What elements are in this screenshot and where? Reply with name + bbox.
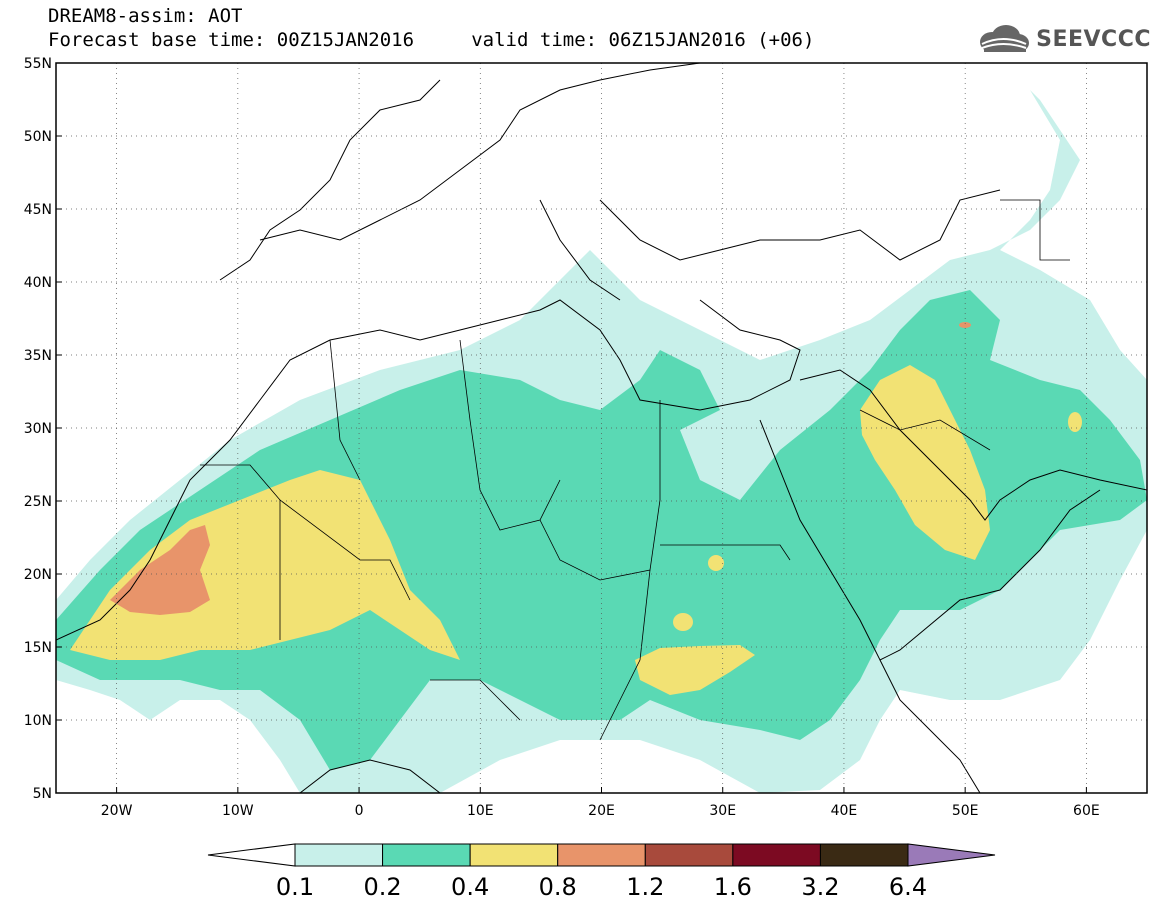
colorbar-swatch bbox=[644, 843, 734, 867]
graticule bbox=[56, 63, 1147, 793]
colorbar-labels: 0.1 0.2 0.4 0.8 1.2 1.6 3.2 6.4 bbox=[0, 873, 1165, 901]
colorbar-label: 1.2 bbox=[626, 873, 665, 901]
colorbar-swatch bbox=[382, 843, 471, 867]
lon-tick-label: 20E bbox=[588, 803, 615, 819]
aot-band-0.4-spot3 bbox=[1068, 412, 1082, 432]
lat-tick-label: 20N bbox=[24, 567, 52, 583]
lon-tick-label: 40E bbox=[831, 803, 858, 819]
aot-band-0.4-arabia bbox=[860, 365, 990, 560]
colorbar-swatch bbox=[294, 843, 384, 867]
colorbar-swatch bbox=[819, 843, 909, 867]
colorbar-swatch bbox=[469, 843, 559, 867]
lon-tick-label: 50E bbox=[952, 803, 979, 819]
lat-tick-label: 30N bbox=[24, 421, 52, 437]
lon-tick-label: 20W bbox=[101, 803, 133, 819]
lon-tick-label: 30E bbox=[709, 803, 736, 819]
aot-fields bbox=[56, 90, 1147, 793]
lat-tick-label: 50N bbox=[24, 129, 52, 145]
lat-tick-label: 35N bbox=[24, 348, 52, 364]
aot-band-0.4-sudan bbox=[635, 645, 755, 695]
lon-tick-labels: 20W 10W 0 10E 20E 30E 40E 50E 60E bbox=[101, 787, 1100, 819]
lon-tick-label: 10W bbox=[222, 803, 254, 819]
borders bbox=[200, 199, 1070, 741]
lat-tick-label: 15N bbox=[24, 640, 52, 656]
colorbar-label: 6.4 bbox=[888, 873, 928, 901]
aot-band-0.4-spot2 bbox=[708, 555, 724, 571]
colorbar-label: 0.2 bbox=[363, 873, 402, 901]
colorbar-label: 0.1 bbox=[275, 873, 315, 901]
coastlines bbox=[56, 63, 1147, 793]
colorbar bbox=[207, 843, 996, 867]
colorbar-over-triangle bbox=[907, 843, 996, 867]
logo: SEEVCCC bbox=[976, 24, 1151, 54]
title: DREAM8-assim: AOT bbox=[48, 5, 243, 27]
colorbar-under-triangle bbox=[207, 843, 296, 867]
lon-tick-label: 0 bbox=[355, 803, 364, 819]
colorbar-label: 3.2 bbox=[801, 873, 840, 901]
lat-tick-label: 55N bbox=[24, 56, 52, 72]
lat-tick-label: 5N bbox=[33, 786, 52, 802]
lat-tick-label: 25N bbox=[24, 494, 52, 510]
lon-tick-label: 10E bbox=[467, 803, 494, 819]
cloud-icon bbox=[980, 25, 1030, 52]
lat-tick-labels: 5N 10N 15N 20N 25N 30N 35N 40N 45N 50N 55N bbox=[24, 56, 62, 802]
lat-tick-label: 40N bbox=[24, 275, 52, 291]
lon-tick-label: 60E bbox=[1073, 803, 1100, 819]
colorbar-label: 0.4 bbox=[451, 873, 490, 901]
aot-band-0.8-spot bbox=[959, 322, 971, 328]
colorbar-label: 0.8 bbox=[538, 873, 577, 901]
lat-tick-label: 10N bbox=[24, 713, 52, 729]
colorbar-swatch bbox=[732, 843, 821, 867]
colorbar-swatch bbox=[557, 843, 646, 867]
logo-text: SEEVCCC bbox=[1036, 26, 1151, 52]
time-info: Forecast base time: 00Z15JAN2016 valid t… bbox=[48, 29, 815, 51]
aot-band-0.8 bbox=[110, 525, 210, 615]
aot-band-0.4-spot1 bbox=[673, 613, 693, 631]
colorbar-label: 1.6 bbox=[713, 873, 752, 901]
lat-tick-label: 45N bbox=[24, 202, 52, 218]
